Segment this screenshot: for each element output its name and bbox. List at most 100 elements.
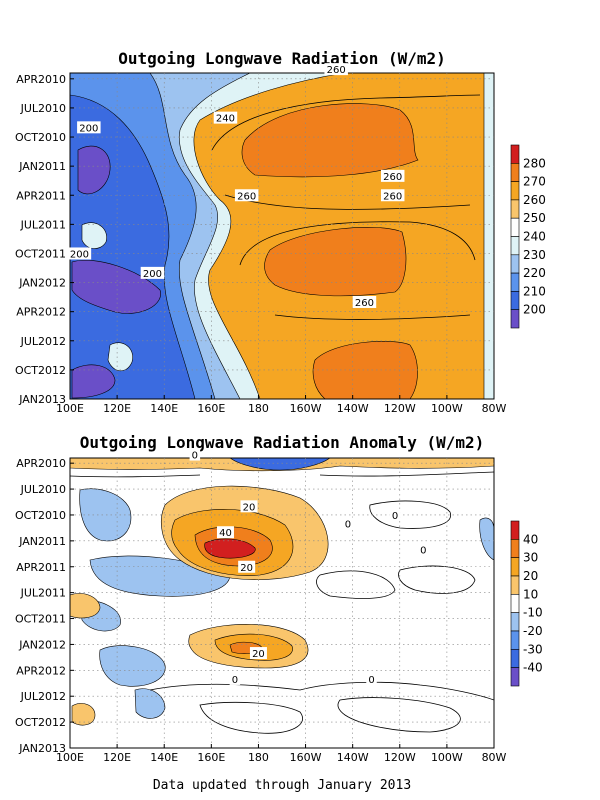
olr-colorbar-label: 250 xyxy=(523,211,546,225)
anomaly-contour-label: 20 xyxy=(240,563,253,574)
olr-low-1 xyxy=(77,145,111,195)
olr-contour-label: 260 xyxy=(383,172,402,183)
anomaly-colorbar-label: -20 xyxy=(523,624,543,638)
olr-contour-260a xyxy=(211,94,481,151)
olr-contour-labels: 260 240 200 260 260 260 200 200 260 xyxy=(67,63,405,309)
anomaly-colorbar-label: 30 xyxy=(523,551,538,565)
anomaly-colorbar-cell xyxy=(510,575,520,595)
olr-contour-label: 260 xyxy=(327,65,346,76)
anomaly-ytick-label: APR2011 xyxy=(16,561,66,574)
anomaly-colorbar-label: -10 xyxy=(523,606,543,620)
olr-ytick-label: JAN2012 xyxy=(18,277,66,290)
anomaly-colorbar-cell xyxy=(510,557,520,577)
footer-note: Data updated through January 2013 xyxy=(153,778,411,793)
olr-east-edge xyxy=(483,73,494,399)
olr-core-2012 xyxy=(312,341,418,399)
olr-contour-label-bg xyxy=(352,295,377,308)
anomaly-ticks: 100E 120E 140E 160E 180 160W 140W 120W 100W 80W AP… xyxy=(15,457,507,764)
olr-colorbar-cell xyxy=(510,272,520,292)
anomaly-contour-label-bg xyxy=(418,543,429,556)
anomaly-colorbar-label: 10 xyxy=(523,587,538,601)
anomaly-warm-2011-40 xyxy=(204,538,256,559)
anomaly-zero-contour-7 xyxy=(337,697,461,733)
anomaly-xtick-label: 120E xyxy=(103,751,131,764)
olr-colorbar-cell xyxy=(510,217,520,237)
olr-xtick-label: 100E xyxy=(56,402,84,415)
anomaly-warm-left xyxy=(70,593,101,619)
anomaly-colorbar-cell xyxy=(510,612,520,632)
anomaly-contour-label-bg xyxy=(342,517,354,530)
olr-contour-label-bg xyxy=(324,63,348,76)
olr-title: Outgoing Longwave Radiation (W/m2) xyxy=(118,49,446,68)
olr-xtick-label: 100W xyxy=(431,402,463,415)
anomaly-contour-label-bg xyxy=(216,526,234,539)
olr-low-2 xyxy=(71,260,161,314)
olr-xtick-label: 160E xyxy=(197,402,225,415)
olr-contour-260d xyxy=(274,314,471,320)
olr-colorbar-label: 270 xyxy=(523,175,546,189)
olr-xtick-label: 160W xyxy=(290,402,322,415)
olr-ytick-label: JUL2012 xyxy=(20,335,66,348)
olr-contour-label: 240 xyxy=(216,114,235,125)
anomaly-ytick-label: JAN2013 xyxy=(18,742,66,755)
anomaly-colorbar-cell xyxy=(510,630,520,650)
olr-contour-label-bg xyxy=(67,247,92,260)
olr-contour-label-bg xyxy=(140,266,165,279)
olr-low-3 xyxy=(71,364,116,399)
anomaly-colorbar: 40 30 20 10 -10 -20 -30 -40 xyxy=(510,520,543,687)
olr-colorbar-label: 240 xyxy=(523,230,546,244)
anomaly-contour-label-bg xyxy=(366,672,377,685)
anomaly-zero-contour-3 xyxy=(316,570,396,599)
anomaly-ytick-label: JAN2011 xyxy=(18,535,66,548)
olr-ytick-label: APR2012 xyxy=(16,306,66,319)
olr-ticks: 100E 120E 140E 160E 180 160W 140W 120W 100W 80W AP… xyxy=(15,73,507,415)
olr-ytick-label: APR2011 xyxy=(16,189,66,202)
olr-frame xyxy=(69,72,495,400)
olr-contour-label: 200 xyxy=(79,123,98,134)
anomaly-zero-contour-1 xyxy=(70,471,494,478)
olr-contour-label: 260 xyxy=(237,191,256,202)
olr-contour-label: 200 xyxy=(143,269,162,280)
anomaly-ytick-label: JUL2010 xyxy=(20,483,66,496)
olr-xtick-label: 140E xyxy=(150,402,178,415)
anomaly-contour-labels: 0 20 40 20 0 0 0 20 0 0 xyxy=(189,448,429,686)
anomaly-colorbar-cell xyxy=(510,667,520,687)
anomaly-cold-1 xyxy=(79,488,132,542)
olr-colorbar: 280 270 260 250 240 230 220 210 200 xyxy=(510,144,546,329)
olr-core-2011 xyxy=(264,227,407,297)
olr-colorbar-cell xyxy=(510,309,520,329)
anomaly-xtick-label: 100W xyxy=(431,751,463,764)
anomaly-field xyxy=(70,458,494,748)
olr-colorbar-cell xyxy=(510,236,520,256)
anomaly-contour-label: 20 xyxy=(243,502,256,513)
anomaly-ytick-label: APR2012 xyxy=(16,664,66,677)
anomaly-contour-label: 0 xyxy=(232,675,238,686)
olr-ytick-label: APR2010 xyxy=(16,73,66,86)
anomaly-colorbar-cell xyxy=(510,539,520,558)
anomaly-ytick-label: JUL2012 xyxy=(20,690,66,703)
olr-xtick-label: 120W xyxy=(384,402,416,415)
olr-xtick-label: 80W xyxy=(482,402,507,415)
olr-colorbar-cell xyxy=(510,291,520,310)
anomaly-xtick-label: 160E xyxy=(197,751,225,764)
anomaly-xtick-label: 160W xyxy=(290,751,322,764)
anomaly-colorbar-cell xyxy=(510,649,520,668)
olr-colorbar-cell xyxy=(510,199,520,219)
anomaly-contour-label: 0 xyxy=(420,545,426,556)
olr-core-2010 xyxy=(241,103,419,178)
olr-colorbar-label: 260 xyxy=(523,193,546,207)
olr-contour-label-bg xyxy=(380,169,405,182)
anomaly-xtick-label: 100E xyxy=(56,751,84,764)
olr-colorbar-cell xyxy=(510,163,520,182)
anomaly-ytick-label: APR2010 xyxy=(16,457,66,470)
olr-ytick-label: JUL2010 xyxy=(20,102,66,115)
anomaly-title: Outgoing Longwave Radiation Anomaly (W/m… xyxy=(80,433,485,452)
anomaly-xtick-label: 80W xyxy=(482,751,507,764)
anomaly-frame xyxy=(69,457,495,749)
olr-colorbar-cell xyxy=(510,144,520,164)
anomaly-xtick-label: 140W xyxy=(337,751,369,764)
anomaly-colorbar-label: 20 xyxy=(523,569,538,583)
anomaly-xtick-label: 180 xyxy=(248,751,269,764)
olr-contour-label: 200 xyxy=(70,249,89,260)
